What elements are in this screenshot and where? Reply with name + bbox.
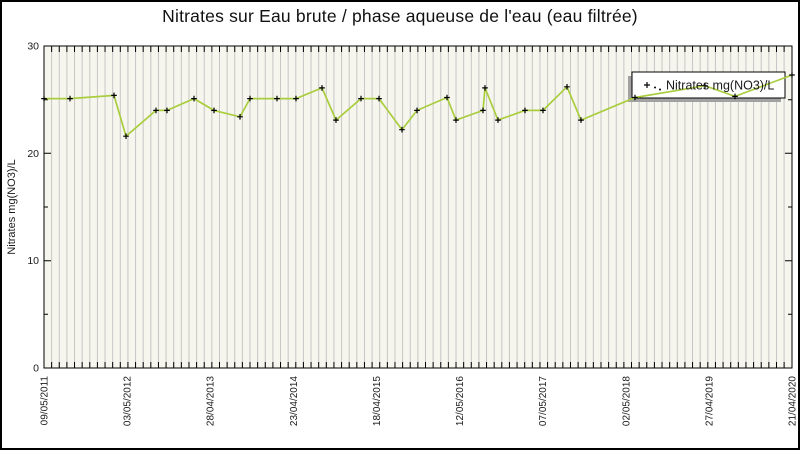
legend-label: Nitrates mg(NO3)/L xyxy=(666,79,774,93)
svg-text:21/04/2020: 21/04/2020 xyxy=(788,376,799,426)
svg-text:02/05/2018: 02/05/2018 xyxy=(621,376,632,426)
legend-dot-icon xyxy=(654,86,656,89)
svg-text:0: 0 xyxy=(33,363,39,375)
legend-plus-marker-icon xyxy=(644,82,650,88)
svg-text:09/05/2011: 09/05/2011 xyxy=(40,376,51,426)
chart-title: Nitrates sur Eau brute / phase aqueuse d… xyxy=(162,6,638,26)
svg-text:03/05/2012: 03/05/2012 xyxy=(123,376,134,426)
plot-frame xyxy=(43,45,793,369)
legend-entry: Nitrates mg(NO3)/L xyxy=(644,79,774,93)
data-point-markers xyxy=(41,72,795,139)
svg-text:27/04/2019: 27/04/2019 xyxy=(704,376,715,426)
vertical-gridlines xyxy=(51,47,785,367)
y-axis-title: Nitrates mg(NO3)/L xyxy=(6,159,18,254)
svg-text:23/04/2014: 23/04/2014 xyxy=(289,376,300,426)
svg-text:20: 20 xyxy=(27,148,39,160)
svg-text:12/05/2016: 12/05/2016 xyxy=(455,376,466,426)
svg-text:28/04/2013: 28/04/2013 xyxy=(206,376,217,426)
y-axis-tick-labels: 0 10 20 30 xyxy=(27,41,39,375)
x-axis-tick-marks xyxy=(51,46,785,368)
legend-dot-icon xyxy=(659,88,661,91)
svg-text:07/05/2017: 07/05/2017 xyxy=(538,376,549,426)
x-axis-tick-labels: 09/05/2011 03/05/2012 28/04/2013 23/04/2014… xyxy=(40,376,799,426)
svg-text:30: 30 xyxy=(27,41,39,53)
svg-text:18/04/2015: 18/04/2015 xyxy=(372,376,383,426)
svg-text:10: 10 xyxy=(27,255,39,267)
